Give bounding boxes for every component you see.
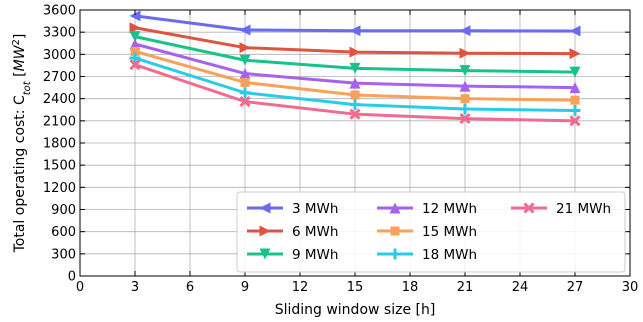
legend-label: 6 MWh: [292, 224, 338, 240]
x-tick-label: 21: [457, 280, 474, 295]
legend-item: 15 MWh: [377, 224, 477, 240]
x-axis-label: Sliding window size [h]: [275, 302, 436, 318]
data-point: [349, 46, 361, 58]
y-tick-label: 0: [68, 270, 76, 285]
legend-label: 21 MWh: [556, 201, 611, 217]
legend-item: 3 MWh: [247, 201, 338, 217]
data-point: [459, 47, 471, 59]
legend-swatch-marker: [389, 248, 401, 260]
legend-item: 6 MWh: [247, 224, 338, 240]
data-point: [129, 59, 141, 71]
data-point: [569, 82, 581, 94]
series-9-mwh: [129, 31, 581, 78]
data-point: [239, 68, 251, 80]
legend: 3 MWh 6 MWh 9 MWh 12 MWh 15 MWh 18 MWh 21 MWh: [236, 191, 626, 273]
x-tick-label: 18: [402, 280, 419, 295]
legend-swatch-marker: [523, 202, 535, 214]
legend-box: [236, 191, 626, 273]
data-point: [129, 38, 141, 50]
series-12-mwh: [129, 38, 581, 94]
x-tick-label: 30: [622, 280, 639, 295]
series-21-mwh: [129, 59, 581, 127]
legend-item: 21 MWh: [511, 201, 611, 217]
y-tick-label: 2700: [43, 70, 76, 85]
data-point: [129, 52, 141, 64]
data-point: [239, 87, 251, 99]
data-point: [570, 95, 580, 105]
data-point: [239, 24, 251, 36]
legend-label: 3 MWh: [292, 201, 338, 217]
data-point: [349, 77, 361, 89]
series-18-mwh: [129, 52, 581, 116]
data-point: [349, 108, 361, 120]
x-tick-label: 3: [131, 280, 139, 295]
legend-item: 18 MWh: [377, 247, 477, 263]
legend-item: 9 MWh: [247, 247, 338, 263]
legend-swatch-marker: [259, 248, 271, 260]
y-axis-label: Total operating cost: Ctot [MW2]: [11, 34, 33, 254]
series-6-mwh: [129, 22, 581, 60]
legend-label: 12 MWh: [422, 201, 477, 217]
data-point: [240, 77, 250, 87]
x-tick-label: 0: [76, 280, 84, 295]
legend-label: 9 MWh: [292, 247, 338, 263]
y-tick-label: 1500: [43, 159, 76, 174]
data-point: [350, 90, 360, 100]
data-point: [569, 66, 581, 78]
data-point: [130, 46, 140, 56]
x-tick-label: 24: [512, 280, 529, 295]
y-tick-label: 2100: [43, 114, 76, 129]
data-point: [460, 94, 470, 104]
legend-swatch-marker: [389, 202, 401, 214]
data-point: [459, 113, 471, 125]
y-tick-label: 1200: [43, 181, 76, 196]
legend-swatch-marker: [390, 226, 400, 236]
y-tick-label: 2400: [43, 92, 76, 107]
series-3-mwh: [129, 10, 581, 37]
legend-label: 18 MWh: [422, 247, 477, 263]
x-tick-label: 27: [567, 280, 584, 295]
data-point: [349, 25, 361, 37]
data-point: [239, 42, 251, 54]
y-tick-label: 3000: [43, 48, 76, 63]
legend-item: 12 MWh: [377, 201, 477, 217]
data-point: [129, 10, 141, 22]
x-tick-label: 9: [241, 280, 249, 295]
x-tick-label: 12: [292, 280, 309, 295]
data-point: [459, 80, 471, 92]
x-tick-label: 6: [186, 280, 194, 295]
data-point: [569, 48, 581, 60]
y-tick-label: 1800: [43, 137, 76, 152]
legend-swatch-marker: [259, 202, 271, 214]
data-point: [129, 31, 141, 43]
y-tick-label: 900: [51, 203, 76, 218]
data-point: [239, 96, 251, 108]
data-point: [569, 115, 581, 127]
data-point: [459, 65, 471, 77]
series-15-mwh: [130, 46, 580, 105]
data-point: [129, 22, 141, 34]
x-tick-label: 15: [347, 280, 364, 295]
data-point: [349, 99, 361, 111]
data-point: [569, 104, 581, 116]
y-tick-label: 600: [51, 225, 76, 240]
y-tick-label: 3600: [43, 4, 76, 19]
data-point: [239, 54, 251, 66]
axis-ticks: 0 3 6 9 12 15 18 21 24 27 300300600900120015001800…: [43, 4, 638, 296]
legend-swatch-marker: [259, 225, 271, 237]
series-layer: [129, 10, 581, 127]
data-point: [459, 103, 471, 115]
data-point: [569, 25, 581, 37]
y-tick-label: 3300: [43, 26, 76, 41]
data-point: [349, 62, 361, 74]
y-tick-label: 300: [51, 247, 76, 262]
legend-label: 15 MWh: [422, 224, 477, 240]
data-point: [459, 25, 471, 37]
